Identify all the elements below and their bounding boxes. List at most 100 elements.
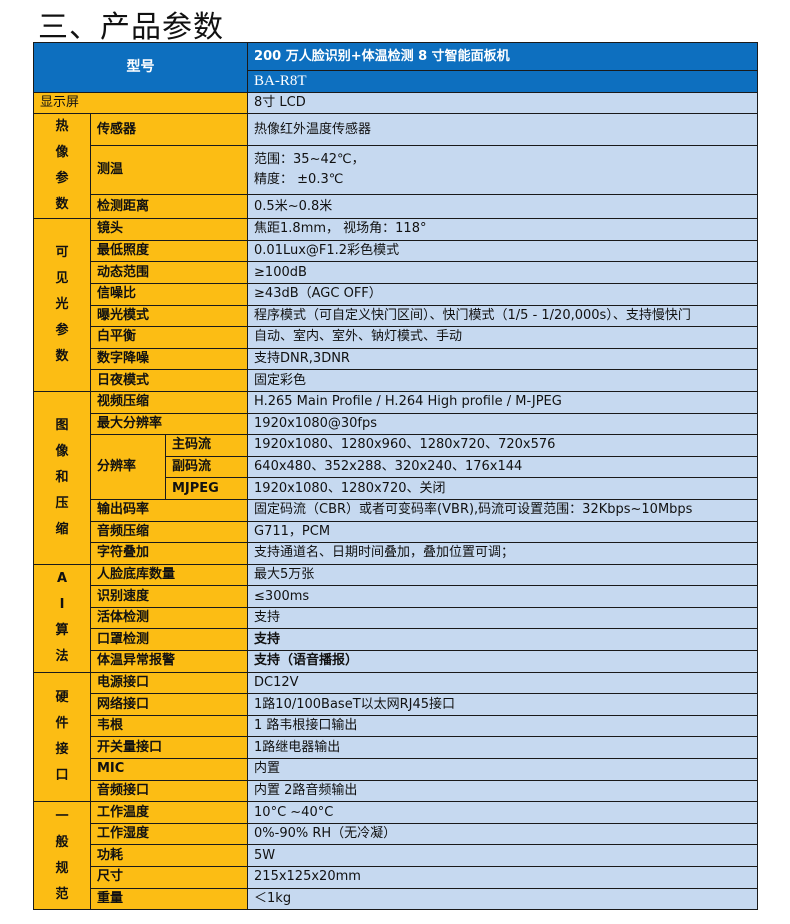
table-row: 最大分辨率 1920x1080@30fps <box>34 412 758 436</box>
row-label: 数字降噪 <box>89 347 249 371</box>
group-label: 热像参数 <box>33 113 91 220</box>
value-line: 热像红外温度传感器 <box>254 121 372 137</box>
value-line: 程序模式（可自定义快门区间）、快门模式（1/5 - 1/20,000s）、支持慢… <box>254 307 691 323</box>
table-row: AI算法 人脸底库数量 最大5万张 <box>33 563 758 673</box>
row-value: H.265 Main Profile / H.264 High profile … <box>247 390 758 414</box>
row-label: 网络接口 <box>89 693 249 716</box>
value-line: 支持（语音播报） <box>254 653 359 669</box>
row-value: DC12V <box>247 671 758 695</box>
row-value: 热像红外温度传感器 <box>247 113 758 147</box>
row-label: 动态范围 <box>89 261 249 284</box>
row-value: 支持DNR,3DNR <box>247 347 758 371</box>
value-line: 0.01Lux@F1.2彩色模式 <box>254 243 400 259</box>
row-value: 1920x1080、1280x960、1280x720、720x576 <box>247 434 758 457</box>
row-label: 功耗 <box>89 844 249 867</box>
row-value: 1920x1080@30fps <box>247 412 758 436</box>
value-line: DC12V <box>254 674 299 690</box>
value-line: 支持 <box>254 610 281 626</box>
value-line: 最大5万张 <box>254 566 315 582</box>
table-row: 信噪比 ≥43dB（AGC OFF） <box>34 282 758 306</box>
table-row: 白平衡 自动、室内、室外、钠灯模式、手动 <box>34 326 758 349</box>
row-label: 曝光模式 <box>89 304 249 328</box>
row-value: 支持 <box>247 628 758 652</box>
value-line: 0%-90% RH（无冷凝） <box>254 826 397 842</box>
table-row: MIC 内置 <box>34 758 758 781</box>
value-line: 10°C ~40°C <box>254 804 334 820</box>
value-line: 1路10/100BaseT以太网RJ45接口 <box>254 696 456 712</box>
table-row: 硬件接口 电源接口 DC12V <box>33 671 758 803</box>
row-value: ≥43dB（AGC OFF） <box>247 282 758 306</box>
row-value: 支持（语音播报） <box>247 650 758 673</box>
value-line: 支持通道名、日期时间叠加，叠加位置可调； <box>254 545 515 561</box>
table-row: 副码流 640x480、352x288、320x240、176x144 <box>34 455 758 479</box>
group-name: 可见光参数 <box>55 245 69 365</box>
spec-table: 型号 200 万人脸识别+体温检测 8 寸智能面板机 BA-R8T 显示屏 8寸… <box>32 42 758 911</box>
group-name: 一般规范 <box>55 808 69 902</box>
table-row: 工作湿度 0%-90% RH（无冷凝） <box>34 822 758 846</box>
value-line: 固定彩色 <box>254 372 307 388</box>
row-label: 输出码率 <box>89 498 249 522</box>
sub-label: 副码流 <box>164 455 249 479</box>
value-line: ≥43dB（AGC OFF） <box>254 286 382 302</box>
table-row: 动态范围 ≥100dB <box>34 261 758 284</box>
value-line: G711，PCM <box>254 523 331 539</box>
table-row: 数字降噪 支持DNR,3DNR <box>34 347 758 371</box>
row-label: 信噪比 <box>89 282 249 306</box>
value-line: 1 路韦根接口输出 <box>254 718 358 734</box>
row-label: 白平衡 <box>89 326 249 349</box>
value-line: 焦距1.8mm， 视场角：118° <box>254 221 427 237</box>
value-line: 精度： ±0.3℃ <box>254 172 344 188</box>
value-line: 1路继电器输出 <box>254 739 341 755</box>
row-label: 测温 <box>89 145 249 196</box>
row-value: 支持 <box>247 606 758 630</box>
value-line: 范围：35~42℃， <box>254 152 365 168</box>
table-row: 网络接口 1路10/100BaseT以太网RJ45接口 <box>34 693 758 716</box>
row-label: 体温异常报警 <box>89 650 249 673</box>
row-label: 口罩检测 <box>89 628 249 652</box>
row-label: 工作温度 <box>89 801 249 824</box>
header-row: 型号 200 万人脸识别+体温检测 8 寸智能面板机 <box>32 42 758 93</box>
value-line: 固定码流（CBR）或者可变码率(VBR),码流可设置范围：32Kbps~10Mb… <box>254 502 693 518</box>
value-line: ≥100dB <box>254 264 307 280</box>
row-label: 音频接口 <box>89 779 249 803</box>
row-label: 电源接口 <box>89 671 249 695</box>
value-line: 内置 2路音频输出 <box>254 782 358 798</box>
row-value: 0.01Lux@F1.2彩色模式 <box>247 239 758 263</box>
table-row: 可见光参数 镜头 焦距1.8mm， 视场角：118° <box>33 218 758 392</box>
table-row: 功耗 5W <box>34 844 758 867</box>
row-label: 工作湿度 <box>89 822 249 846</box>
table-row: 识别速度 ≤300ms <box>34 585 758 608</box>
value-line: 支持 <box>254 631 281 647</box>
row-value: 1路继电器输出 <box>247 736 758 760</box>
table-row: 口罩检测 支持 <box>34 628 758 652</box>
row-label: 检测距离 <box>89 194 249 220</box>
table-row: 体温异常报警 支持（语音播报） <box>34 650 758 673</box>
row-value: ≤300ms <box>247 585 758 608</box>
row-value: 支持通道名、日期时间叠加，叠加位置可调； <box>247 542 758 565</box>
row-label: 音频压缩 <box>89 520 249 544</box>
table-row: 测温 范围：35~42℃， 精度： ±0.3℃ <box>34 145 758 196</box>
row-label: 活体检测 <box>89 606 249 630</box>
row-value: 5W <box>247 844 758 867</box>
table-row: 音频压缩 G711，PCM <box>34 520 758 544</box>
table-row: MJPEG 1920x1080、1280x720、关闭 <box>34 477 758 500</box>
row-value: 内置 2路音频输出 <box>247 779 758 803</box>
row-value: ≥100dB <box>247 261 758 284</box>
value-line: ≤300ms <box>254 588 310 604</box>
product-name: 200 万人脸识别+体温检测 8 寸智能面板机 <box>247 42 758 71</box>
row-value: 焦距1.8mm， 视场角：118° <box>247 218 758 241</box>
page-title: 三、产品参数 <box>38 10 224 45</box>
table-row: 重量 ＜1kg <box>34 887 758 911</box>
model-label: 型号 <box>32 42 249 93</box>
table-row: 开关量接口 1路继电器输出 <box>34 736 758 760</box>
sub-label: MJPEG <box>164 477 249 500</box>
row-value: 1路10/100BaseT以太网RJ45接口 <box>247 693 758 716</box>
table-row: 检测距离 0.5米~0.8米 <box>34 194 758 220</box>
value-line: 5W <box>254 847 276 863</box>
value-line: 支持DNR,3DNR <box>254 351 350 367</box>
value-line: 自动、室内、室外、钠灯模式、手动 <box>254 329 463 345</box>
table-row: 图像和压缩 视频压缩 H.265 Main Profile / H.264 High… <box>33 390 758 565</box>
value-line: ＜1kg <box>254 890 292 906</box>
row-value: 10°C ~40°C <box>247 801 758 824</box>
row-value: 1 路韦根接口输出 <box>247 714 758 738</box>
